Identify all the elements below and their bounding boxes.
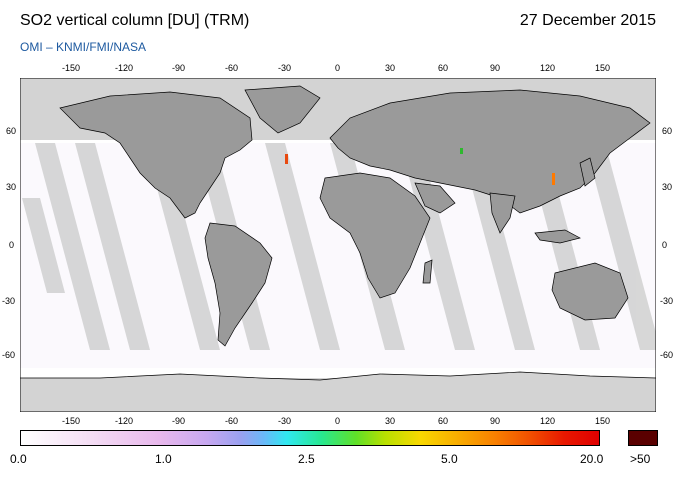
lat-tick: 30: [6, 182, 17, 192]
india: [489, 192, 516, 234]
map-date: 27 December 2015: [519, 12, 656, 29]
lon-tick: 0: [335, 416, 341, 426]
data-source: OMI – KNMI/FMI/NASA: [20, 40, 147, 54]
lon-tick: -120: [115, 416, 134, 426]
colorbar-label: 0.0: [10, 452, 27, 466]
lon-tick: 60: [438, 416, 449, 426]
lat-tick: 0: [662, 240, 668, 250]
lon-tick: -30: [278, 416, 292, 426]
lon-tick: -60: [225, 416, 239, 426]
lat-tick: -60: [2, 350, 16, 360]
lon-tick: -150: [62, 416, 81, 426]
lon-tick: 60: [438, 63, 449, 73]
madagascar: [422, 259, 433, 284]
lat-tick: -60: [660, 350, 674, 360]
lon-tick: 90: [490, 63, 501, 73]
land-masses: [20, 85, 656, 412]
lon-tick: 150: [595, 416, 611, 426]
lat-tick: 0: [9, 240, 15, 250]
lon-tick: 150: [595, 63, 611, 73]
greenland: [244, 85, 321, 134]
south-america: [204, 222, 273, 347]
lon-tick: -30: [278, 63, 292, 73]
arabian-peninsula: [414, 182, 456, 214]
lat-tick: 30: [662, 182, 673, 192]
lon-tick: 30: [385, 416, 396, 426]
lon-tick: 30: [385, 63, 396, 73]
colorbar-label: 20.0: [580, 452, 604, 466]
colorbar-label: 5.0: [441, 452, 458, 466]
africa: [319, 172, 431, 299]
lat-tick: -30: [660, 296, 674, 306]
lon-tick: 120: [540, 63, 556, 73]
lon-tick: -90: [172, 63, 186, 73]
lon-tick: -90: [172, 416, 186, 426]
map-title: SO2 vertical column [DU] (TRM): [20, 12, 250, 29]
lat-tick: 60: [6, 126, 17, 136]
lat-tick: -30: [2, 296, 16, 306]
antarctica: [20, 371, 656, 412]
lon-tick: -150: [62, 63, 81, 73]
lon-tick: 90: [490, 416, 501, 426]
lon-tick: -120: [115, 63, 134, 73]
colorbar-label: 1.0: [155, 452, 172, 466]
lat-tick: 60: [662, 126, 673, 136]
eurasia: [329, 89, 651, 214]
so2-hotspots: [285, 148, 555, 185]
australia: [551, 262, 629, 321]
so2-world-map: [20, 78, 656, 412]
japan: [579, 157, 596, 187]
colorbar: [20, 430, 600, 446]
north-america: [59, 91, 253, 219]
lon-tick: 0: [335, 63, 341, 73]
lon-tick: -60: [225, 63, 239, 73]
colorbar-overflow-label: >50: [630, 452, 651, 466]
indonesia: [534, 229, 581, 244]
lon-tick: 120: [540, 416, 556, 426]
colorbar-overflow: [628, 430, 658, 446]
colorbar-label: 2.5: [298, 452, 315, 466]
